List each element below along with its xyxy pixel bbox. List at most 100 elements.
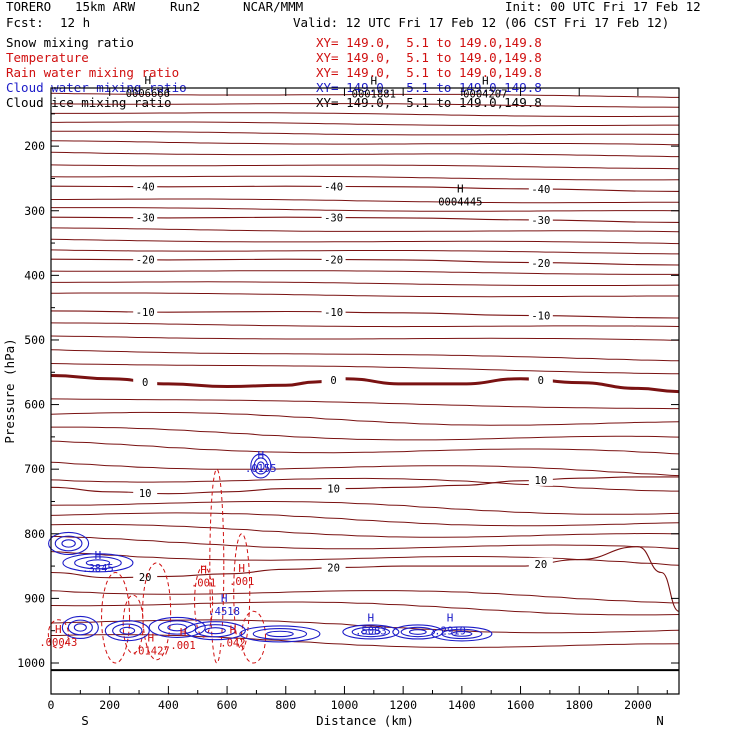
cloud-water-contour — [194, 624, 236, 638]
isotherm-label: -40 — [324, 181, 343, 193]
isotherm-label: 10 — [327, 484, 340, 496]
maximum-marker: H — [200, 563, 207, 576]
isotherm-minor — [50, 175, 680, 181]
isotherm-label: 0 — [142, 377, 148, 389]
endpoint-right-label: N — [656, 713, 664, 728]
rain-water-contour — [47, 619, 69, 649]
isotherm-label: -20 — [136, 255, 155, 267]
maximum-marker: H — [482, 74, 489, 87]
maximum-value-label: .5083 — [355, 625, 387, 637]
y-tick-label: 800 — [24, 527, 45, 541]
isotherm-label-bg — [321, 211, 346, 224]
cloud-water-contour — [119, 626, 136, 635]
isotherm-minor — [50, 198, 680, 204]
cloud-water-contour — [61, 539, 76, 548]
isotherm-label-bg — [321, 373, 346, 386]
isotherm-label-bg — [528, 557, 553, 570]
plot-frame — [50, 87, 680, 695]
model-run: Run2 — [170, 0, 201, 14]
isotherm-label: 10 — [535, 475, 548, 487]
maximum-marker: H — [368, 611, 375, 624]
isotherm-minor — [50, 281, 680, 287]
model-name: TORERO — [6, 0, 52, 14]
maximum-value-label: .001 — [191, 577, 216, 589]
cloud-water-contour — [184, 621, 246, 641]
isotherm-label-bg — [133, 375, 158, 388]
cloud-water-contour — [431, 626, 493, 642]
x-tick-label: 400 — [158, 698, 179, 712]
isotherm-minor — [51, 112, 680, 118]
y-tick-label: 600 — [24, 398, 45, 412]
isotherm-minor — [50, 292, 679, 298]
cloud-water-contour — [253, 457, 269, 475]
isotherm-minor — [50, 140, 680, 146]
model-resolution: 15km ARW — [75, 0, 136, 14]
isotherm-minor — [50, 551, 680, 566]
x-tick-label: 1600 — [507, 698, 535, 712]
maximum-marker: H — [221, 592, 228, 605]
maximum-marker: H — [145, 74, 152, 87]
isotherm-10 — [50, 476, 679, 495]
maximum-marker: H — [457, 182, 464, 195]
isotherm-label: 10 — [139, 488, 152, 500]
isotherm-minor — [50, 92, 680, 98]
cloud-water-contour — [400, 626, 436, 638]
isotherm-minor — [50, 238, 680, 245]
cloud-water-contour — [61, 615, 99, 640]
y-tick-label: 400 — [24, 268, 45, 282]
cloud-water-contour — [85, 559, 111, 567]
cloud-water-contours — [48, 453, 493, 643]
isotherm-minor — [50, 477, 680, 492]
isotherm-label: 20 — [327, 563, 340, 575]
isotherm-minor — [50, 601, 680, 616]
isotherm-label-bg — [133, 305, 158, 318]
maximum-value-label: .01427 — [132, 645, 170, 657]
isotherm-minor — [50, 512, 680, 527]
forecast-label: Fcst: — [6, 15, 44, 30]
maximum-marker: H — [55, 623, 62, 636]
x-tick-label: 1800 — [565, 698, 593, 712]
y-tick-label: 700 — [24, 462, 45, 476]
maximum-value-label: 0006666 — [126, 88, 170, 100]
legend-name-rain: Rain water mixing ratio — [6, 65, 180, 80]
cloud-water-contour — [157, 620, 197, 635]
isotherm-label: -10 — [531, 311, 550, 323]
maximum-value-label: 0001881 — [352, 88, 396, 100]
isotherm-minor — [50, 249, 680, 255]
maximum-value-label: .00043 — [39, 637, 77, 649]
isotherm-20 — [50, 546, 680, 612]
isotherm-minor — [50, 322, 680, 328]
maximum-marker: H — [230, 624, 237, 637]
isotherm-label-bg — [133, 486, 158, 499]
isotherm-label-bg — [528, 214, 553, 227]
cloud-water-contour — [351, 626, 391, 638]
legend-xy-temperature: XY= 149.0, 5.1 to 149.0,149.8 — [316, 50, 542, 65]
isotherm-minor — [50, 461, 680, 477]
isotherm-label: 0 — [330, 375, 336, 387]
y-tick-label: 900 — [24, 591, 45, 605]
legend-name-cloud-ice: Cloud ice mixing ratio — [6, 95, 172, 110]
isotherm-label: -30 — [531, 215, 550, 227]
cloud-water-contour — [342, 624, 400, 640]
isotherm-label: 20 — [535, 559, 548, 571]
cloud-water-contour — [266, 630, 294, 638]
cloud-water-contour — [252, 628, 308, 640]
endpoint-left-label: S — [81, 713, 89, 728]
isotherm-label: 0 — [538, 375, 544, 387]
x-tick-label: 1000 — [331, 698, 359, 712]
maximum-value-label: 0004445 — [438, 196, 482, 208]
isotherm-label: -20 — [324, 254, 343, 266]
y-tick-label: 200 — [24, 139, 45, 153]
maximum-marker: H — [147, 631, 154, 644]
maximum-value-label: .4518 — [208, 606, 240, 618]
rain-water-contour — [142, 562, 172, 661]
cloud-water-contour — [104, 620, 150, 642]
isotherm-label: -20 — [531, 258, 550, 270]
isotherm-minor — [50, 121, 680, 127]
x-axis-title: Distance (km) — [316, 713, 414, 728]
maximum-value-label: .001 — [229, 576, 254, 588]
isotherm-label: -30 — [136, 213, 155, 225]
isotherm-label: -10 — [136, 307, 155, 319]
axis-ticks: 0 200 400 600 800 1000 1200 1400 1600 1800 2000200… — [17, 88, 679, 712]
maximum-value-label: .3845 — [82, 563, 114, 575]
